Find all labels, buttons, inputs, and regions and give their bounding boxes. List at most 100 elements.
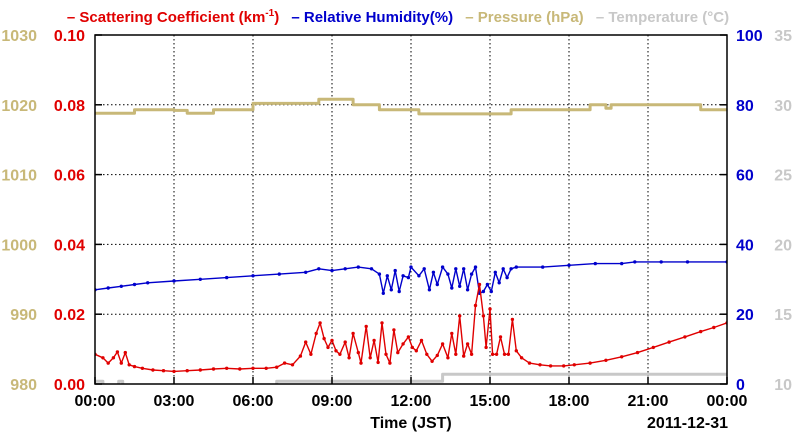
- date-label: 2011-12-31: [647, 415, 728, 432]
- data-point-humidity: [620, 261, 624, 266]
- data-point-humidity: [454, 267, 458, 271]
- series-layer: [95, 97, 727, 384]
- data-point-scattering: [667, 340, 671, 344]
- data-point-humidity: [505, 275, 509, 280]
- data-point-humidity: [469, 272, 474, 276]
- data-point-scattering: [683, 335, 687, 339]
- y-tick-label-humidity: 80: [736, 98, 754, 115]
- series-line-pressure: [95, 97, 727, 116]
- data-point-scattering: [326, 345, 330, 350]
- data-point-scattering: [359, 361, 363, 365]
- legend-humidity: – Relative Humidity(%): [291, 9, 453, 26]
- data-point-scattering: [211, 367, 216, 371]
- data-point-scattering: [446, 356, 450, 360]
- data-point-humidity: [446, 272, 450, 276]
- data-point-scattering: [462, 354, 466, 358]
- data-point-scattering: [506, 352, 511, 356]
- y-tick-label-temperature: 20: [774, 237, 792, 254]
- y-tick-label-humidity: 100: [736, 28, 763, 45]
- y-tick-label-temperature: 15: [774, 307, 792, 324]
- data-point-scattering: [469, 352, 474, 356]
- data-point-scattering: [356, 350, 360, 355]
- data-point-humidity: [465, 288, 470, 292]
- x-tick-label: 15:00: [470, 393, 511, 410]
- data-point-humidity: [501, 267, 505, 271]
- data-point-scattering: [620, 355, 624, 359]
- data-point-humidity: [427, 288, 432, 292]
- x-axis: 00:00 03:00 06:00 09:00 12:00 15:00 18:00 21:00…: [75, 377, 748, 410]
- y-tick-label-temperature: 35: [774, 28, 792, 45]
- data-point-scattering: [384, 352, 388, 356]
- data-point-scattering: [454, 352, 458, 356]
- data-point-scattering: [514, 349, 518, 353]
- data-point-scattering: [712, 325, 716, 330]
- data-point-humidity: [422, 267, 426, 271]
- x-tick-label: 09:00: [312, 393, 353, 410]
- data-point-scattering: [282, 361, 287, 365]
- data-point-scattering: [435, 353, 439, 358]
- legend: – Scattering Coefficient (km-1) – Relati…: [67, 8, 729, 26]
- y-tick-label-scattering: 0.02: [54, 307, 85, 324]
- data-point-scattering: [548, 364, 553, 368]
- data-point-scattering: [251, 366, 255, 370]
- data-point-humidity: [593, 261, 597, 266]
- data-point-scattering: [635, 350, 640, 355]
- data-point-scattering: [440, 342, 445, 346]
- y-tick-label-scattering: 0.00: [54, 377, 85, 394]
- data-point-scattering: [430, 359, 434, 363]
- data-point-scattering: [132, 364, 137, 369]
- grid: [95, 35, 727, 384]
- data-point-humidity: [450, 286, 454, 290]
- data-point-scattering: [510, 317, 515, 322]
- data-point-scattering: [651, 345, 655, 350]
- data-point-humidity: [401, 274, 405, 278]
- data-point-humidity: [277, 272, 281, 276]
- data-point-scattering: [477, 282, 482, 287]
- data-point-scattering: [396, 350, 400, 355]
- data-point-scattering: [419, 338, 424, 343]
- y-tick-label-temperature: 25: [774, 168, 792, 185]
- data-point-scattering: [380, 321, 384, 325]
- data-point-scattering: [604, 358, 608, 362]
- data-point-humidity: [440, 265, 445, 269]
- data-point-scattering: [151, 368, 155, 372]
- series-line-temperature: [95, 372, 727, 384]
- x-tick-label: 06:00: [233, 393, 274, 410]
- y-tick-label-pressure: 1020: [1, 98, 37, 115]
- data-point-scattering: [376, 360, 380, 365]
- x-tick-label: 21:00: [628, 393, 669, 410]
- data-point-scattering: [699, 329, 703, 334]
- data-point-scattering: [588, 361, 592, 365]
- data-point-scattering: [322, 336, 326, 341]
- data-point-scattering: [450, 331, 454, 336]
- data-point-humidity: [389, 288, 393, 292]
- x-tick-label: 00:00: [707, 393, 748, 410]
- legend-scattering: – Scattering Coefficient (km-1): [67, 8, 279, 26]
- y-tick-label-humidity: 60: [736, 168, 754, 185]
- data-point-scattering: [572, 363, 576, 367]
- data-point-humidity: [462, 267, 466, 271]
- data-point-humidity: [172, 279, 176, 283]
- data-point-humidity: [225, 275, 229, 280]
- data-point-humidity: [493, 270, 497, 274]
- y-tick-label-pressure: 1010: [1, 168, 37, 185]
- data-point-humidity: [251, 274, 255, 278]
- data-point-humidity: [317, 267, 321, 271]
- data-point-scattering: [275, 365, 279, 369]
- data-point-scattering: [401, 342, 405, 346]
- data-point-scattering: [372, 338, 376, 343]
- data-point-scattering: [185, 369, 189, 373]
- data-point-humidity: [304, 270, 308, 274]
- data-point-scattering: [425, 352, 429, 356]
- data-point-scattering: [140, 366, 145, 370]
- data-point-humidity: [481, 289, 486, 294]
- data-point-humidity: [198, 277, 202, 281]
- data-point-scattering: [538, 363, 542, 367]
- data-point-humidity: [514, 265, 518, 269]
- data-point-humidity: [685, 260, 690, 264]
- data-point-scattering: [309, 352, 313, 356]
- data-point-scattering: [458, 314, 462, 318]
- data-point-scattering: [343, 340, 347, 344]
- data-point-humidity: [385, 274, 389, 278]
- data-point-scattering: [406, 335, 411, 339]
